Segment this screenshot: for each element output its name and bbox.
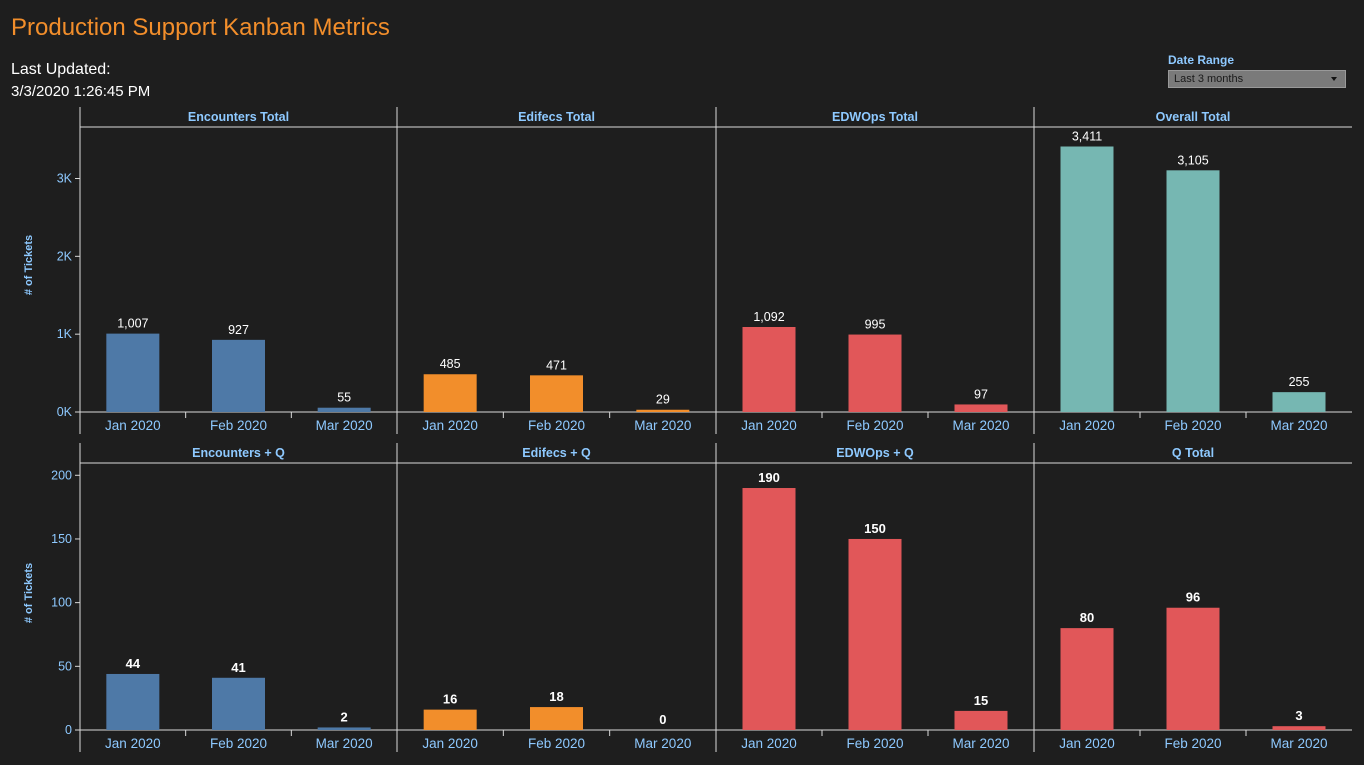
panel-title: EDWOps + Q bbox=[836, 446, 914, 460]
date-range-label: Date Range bbox=[1168, 53, 1235, 67]
last-updated-value: 3/3/2020 1:26:45 PM bbox=[11, 83, 151, 100]
data-label: 3 bbox=[1295, 708, 1302, 723]
x-tick-label: Feb 2020 bbox=[1164, 736, 1221, 751]
data-label: 255 bbox=[1289, 375, 1310, 389]
bar bbox=[742, 488, 796, 730]
date-range-dropdown[interactable]: Last 3 months bbox=[1168, 70, 1346, 88]
x-tick-label: Jan 2020 bbox=[741, 736, 797, 751]
y-axis-label: # of Tickets bbox=[23, 563, 35, 623]
x-tick-label: Feb 2020 bbox=[528, 418, 585, 433]
bar bbox=[848, 334, 902, 412]
bar bbox=[106, 333, 160, 412]
y-tick-label: 150 bbox=[51, 532, 72, 546]
bar bbox=[317, 727, 371, 730]
bar bbox=[1166, 170, 1220, 412]
panel-title: Edifecs + Q bbox=[522, 446, 591, 460]
data-label: 3,411 bbox=[1072, 129, 1102, 143]
x-tick-label: Mar 2020 bbox=[952, 736, 1009, 751]
bar bbox=[423, 374, 477, 412]
x-tick-label: Mar 2020 bbox=[316, 418, 373, 433]
y-tick-label: 200 bbox=[51, 468, 72, 482]
y-tick-label: 3K bbox=[57, 171, 73, 185]
data-label: 1,092 bbox=[753, 310, 784, 324]
panel-title: Encounters + Q bbox=[192, 446, 285, 460]
bar bbox=[636, 409, 690, 412]
x-tick-label: Jan 2020 bbox=[105, 736, 161, 751]
x-tick-label: Jan 2020 bbox=[1059, 418, 1115, 433]
y-tick-label: 100 bbox=[51, 596, 72, 610]
data-label: 471 bbox=[546, 358, 567, 372]
last-updated-label: Last Updated: bbox=[11, 61, 111, 78]
y-axis-label: # of Tickets bbox=[23, 235, 35, 295]
bar bbox=[742, 327, 796, 412]
y-tick-label: 50 bbox=[58, 659, 72, 673]
x-tick-label: Mar 2020 bbox=[1270, 418, 1327, 433]
bar bbox=[1272, 726, 1326, 730]
bar bbox=[530, 375, 583, 412]
data-label: 15 bbox=[974, 693, 988, 708]
x-tick-label: Feb 2020 bbox=[210, 418, 267, 433]
data-label: 3,105 bbox=[1177, 153, 1208, 167]
bar bbox=[317, 407, 371, 412]
y-tick-label: 0K bbox=[57, 405, 73, 419]
bar bbox=[530, 707, 583, 730]
x-tick-label: Feb 2020 bbox=[846, 736, 903, 751]
y-tick-label: 0 bbox=[65, 723, 72, 737]
data-label: 97 bbox=[974, 387, 988, 401]
data-label: 2 bbox=[341, 709, 348, 724]
data-label: 927 bbox=[228, 323, 249, 337]
data-label: 55 bbox=[337, 391, 351, 405]
bar bbox=[106, 673, 160, 730]
panel-title: Encounters Total bbox=[188, 110, 289, 124]
x-tick-label: Jan 2020 bbox=[422, 736, 478, 751]
bar bbox=[848, 538, 902, 730]
x-tick-label: Jan 2020 bbox=[1059, 736, 1115, 751]
x-tick-label: Jan 2020 bbox=[422, 418, 478, 433]
date-range-selected: Last 3 months bbox=[1174, 73, 1244, 85]
data-label: 44 bbox=[126, 656, 141, 671]
x-tick-label: Mar 2020 bbox=[634, 418, 691, 433]
x-tick-label: Feb 2020 bbox=[1164, 418, 1221, 433]
panel-title: EDWOps Total bbox=[832, 110, 918, 124]
data-label: 1,007 bbox=[117, 317, 148, 331]
data-label: 96 bbox=[1186, 590, 1200, 605]
x-tick-label: Mar 2020 bbox=[634, 736, 691, 751]
x-tick-label: Jan 2020 bbox=[105, 418, 161, 433]
data-label: 18 bbox=[549, 689, 563, 704]
x-tick-label: Feb 2020 bbox=[846, 418, 903, 433]
bar bbox=[423, 709, 477, 730]
data-label: 16 bbox=[443, 692, 457, 707]
panel-title: Q Total bbox=[1172, 446, 1214, 460]
data-label: 41 bbox=[231, 660, 245, 675]
bar bbox=[212, 677, 265, 730]
chevron-down-icon[interactable] bbox=[1331, 77, 1337, 81]
x-tick-label: Feb 2020 bbox=[528, 736, 585, 751]
bar bbox=[954, 404, 1008, 412]
x-tick-label: Mar 2020 bbox=[316, 736, 373, 751]
bar bbox=[954, 710, 1008, 730]
data-label: 190 bbox=[758, 470, 780, 485]
panel-title: Overall Total bbox=[1156, 110, 1231, 124]
panel-title: Edifecs Total bbox=[518, 110, 595, 124]
data-label: 0 bbox=[659, 712, 666, 727]
bar bbox=[1166, 607, 1220, 730]
data-label: 80 bbox=[1080, 610, 1094, 625]
data-label: 995 bbox=[865, 318, 886, 332]
bar bbox=[1060, 628, 1114, 730]
y-tick-label: 1K bbox=[57, 327, 73, 341]
y-tick-label: 2K bbox=[57, 249, 73, 263]
bar bbox=[212, 339, 265, 412]
bar bbox=[1060, 146, 1114, 413]
data-label: 29 bbox=[656, 393, 670, 407]
dashboard-title: Production Support Kanban Metrics bbox=[11, 14, 390, 41]
x-tick-label: Feb 2020 bbox=[210, 736, 267, 751]
data-label: 150 bbox=[864, 521, 886, 536]
data-label: 485 bbox=[440, 357, 461, 371]
x-tick-label: Mar 2020 bbox=[1270, 736, 1327, 751]
x-tick-label: Jan 2020 bbox=[741, 418, 797, 433]
x-tick-label: Mar 2020 bbox=[952, 418, 1009, 433]
bar bbox=[1272, 392, 1326, 412]
